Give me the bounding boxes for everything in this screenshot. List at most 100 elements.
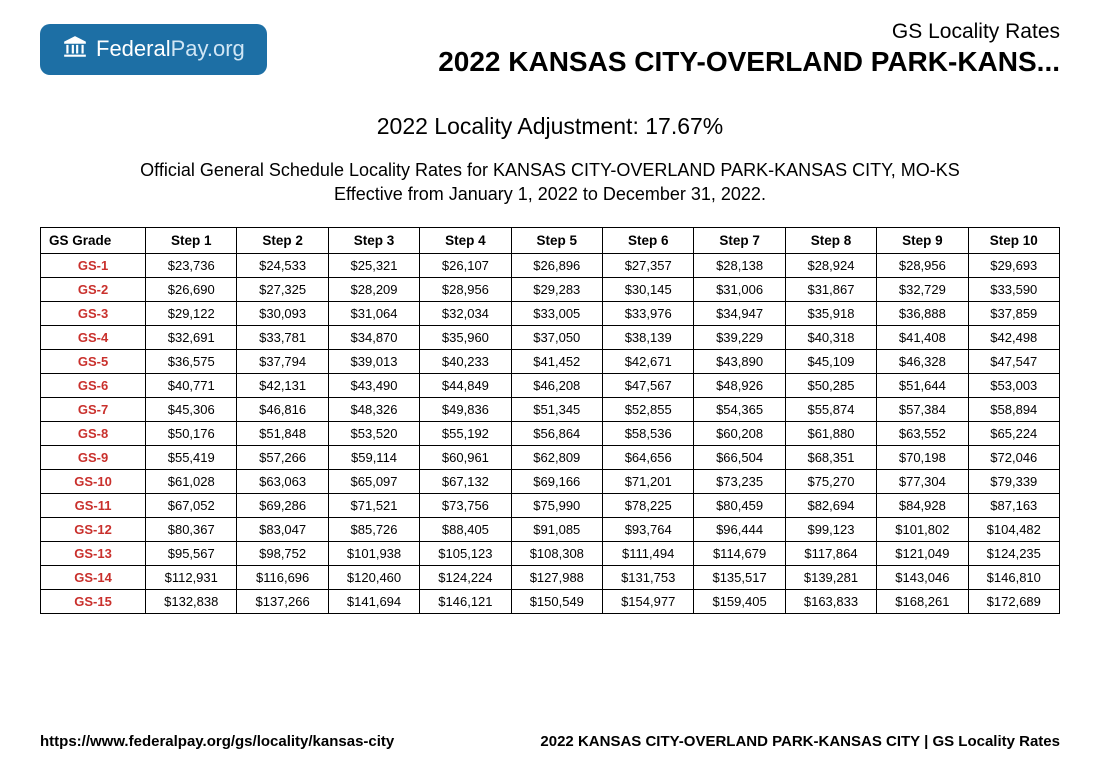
pay-cell: $37,050 xyxy=(511,325,602,349)
pay-cell: $29,122 xyxy=(146,301,237,325)
table-row: GS-7$45,306$46,816$48,326$49,836$51,345$… xyxy=(41,397,1060,421)
pay-cell: $42,498 xyxy=(968,325,1059,349)
pay-cell: $44,849 xyxy=(420,373,511,397)
pay-cell: $69,286 xyxy=(237,493,328,517)
pay-cell: $117,864 xyxy=(785,541,876,565)
pay-cell: $31,064 xyxy=(328,301,419,325)
pay-cell: $108,308 xyxy=(511,541,602,565)
pay-cell: $53,520 xyxy=(328,421,419,445)
pay-cell: $60,961 xyxy=(420,445,511,469)
pay-cell: $137,266 xyxy=(237,589,328,613)
adjustment-heading: 2022 Locality Adjustment: 17.67% xyxy=(40,113,1060,140)
pay-cell: $63,063 xyxy=(237,469,328,493)
table-row: GS-10$61,028$63,063$65,097$67,132$69,166… xyxy=(41,469,1060,493)
pay-cell: $39,229 xyxy=(694,325,785,349)
grade-cell: GS-14 xyxy=(41,565,146,589)
pay-cell: $80,367 xyxy=(146,517,237,541)
table-row: GS-15$132,838$137,266$141,694$146,121$15… xyxy=(41,589,1060,613)
pay-cell: $33,590 xyxy=(968,277,1059,301)
pay-cell: $85,726 xyxy=(328,517,419,541)
pay-cell: $55,192 xyxy=(420,421,511,445)
grade-cell: GS-12 xyxy=(41,517,146,541)
pay-cell: $114,679 xyxy=(694,541,785,565)
pay-cell: $65,224 xyxy=(968,421,1059,445)
pay-cell: $56,864 xyxy=(511,421,602,445)
pay-cell: $91,085 xyxy=(511,517,602,541)
pay-cell: $64,656 xyxy=(603,445,694,469)
logo-text-light: Pay.org xyxy=(171,36,245,61)
pay-cell: $69,166 xyxy=(511,469,602,493)
table-row: GS-12$80,367$83,047$85,726$88,405$91,085… xyxy=(41,517,1060,541)
table-row: GS-5$36,575$37,794$39,013$40,233$41,452$… xyxy=(41,349,1060,373)
grade-cell: GS-11 xyxy=(41,493,146,517)
pay-cell: $30,093 xyxy=(237,301,328,325)
grade-cell: GS-10 xyxy=(41,469,146,493)
pay-cell: $111,494 xyxy=(603,541,694,565)
pay-cell: $35,918 xyxy=(785,301,876,325)
table-row: GS-13$95,567$98,752$101,938$105,123$108,… xyxy=(41,541,1060,565)
grade-cell: GS-13 xyxy=(41,541,146,565)
pay-cell: $30,145 xyxy=(603,277,694,301)
pay-cell: $28,138 xyxy=(694,253,785,277)
logo-badge: FederalPay.org xyxy=(40,24,267,75)
pay-cell: $38,139 xyxy=(603,325,694,349)
pay-cell: $77,304 xyxy=(877,469,968,493)
pay-cell: $67,132 xyxy=(420,469,511,493)
grade-cell: GS-5 xyxy=(41,349,146,373)
pay-cell: $27,357 xyxy=(603,253,694,277)
pay-cell: $47,547 xyxy=(968,349,1059,373)
pay-cell: $51,848 xyxy=(237,421,328,445)
pay-cell: $32,034 xyxy=(420,301,511,325)
pay-cell: $104,482 xyxy=(968,517,1059,541)
pay-cell: $28,956 xyxy=(420,277,511,301)
pay-cell: $37,794 xyxy=(237,349,328,373)
table-row: GS-1$23,736$24,533$25,321$26,107$26,896$… xyxy=(41,253,1060,277)
pay-cell: $48,926 xyxy=(694,373,785,397)
pay-cell: $101,802 xyxy=(877,517,968,541)
grade-cell: GS-8 xyxy=(41,421,146,445)
pay-cell: $58,894 xyxy=(968,397,1059,421)
pay-cell: $52,855 xyxy=(603,397,694,421)
table-row: GS-3$29,122$30,093$31,064$32,034$33,005$… xyxy=(41,301,1060,325)
pay-cell: $143,046 xyxy=(877,565,968,589)
pay-cell: $84,928 xyxy=(877,493,968,517)
pay-cell: $28,956 xyxy=(877,253,968,277)
grade-cell: GS-9 xyxy=(41,445,146,469)
pay-cell: $65,097 xyxy=(328,469,419,493)
table-row: GS-4$32,691$33,781$34,870$35,960$37,050$… xyxy=(41,325,1060,349)
table-row: GS-2$26,690$27,325$28,209$28,956$29,283$… xyxy=(41,277,1060,301)
pay-cell: $54,365 xyxy=(694,397,785,421)
pay-cell: $46,208 xyxy=(511,373,602,397)
pay-cell: $99,123 xyxy=(785,517,876,541)
pay-cell: $33,781 xyxy=(237,325,328,349)
step-header-cell: Step 4 xyxy=(420,227,511,253)
pay-cell: $41,408 xyxy=(877,325,968,349)
pay-cell: $45,109 xyxy=(785,349,876,373)
table-row: GS-11$67,052$69,286$71,521$73,756$75,990… xyxy=(41,493,1060,517)
pay-cell: $58,536 xyxy=(603,421,694,445)
pay-cell: $51,644 xyxy=(877,373,968,397)
grade-cell: GS-15 xyxy=(41,589,146,613)
pay-cell: $168,261 xyxy=(877,589,968,613)
footer-label: 2022 KANSAS CITY-OVERLAND PARK-KANSAS CI… xyxy=(540,733,1060,750)
step-header-cell: Step 9 xyxy=(877,227,968,253)
pay-cell: $124,224 xyxy=(420,565,511,589)
pay-cell: $62,809 xyxy=(511,445,602,469)
pay-cell: $31,006 xyxy=(694,277,785,301)
pay-cell: $141,694 xyxy=(328,589,419,613)
pay-cell: $66,504 xyxy=(694,445,785,469)
pay-cell: $50,176 xyxy=(146,421,237,445)
step-header-cell: Step 1 xyxy=(146,227,237,253)
pay-cell: $73,235 xyxy=(694,469,785,493)
footer-url: https://www.federalpay.org/gs/locality/k… xyxy=(40,733,394,750)
table-row: GS-6$40,771$42,131$43,490$44,849$46,208$… xyxy=(41,373,1060,397)
pay-cell: $28,924 xyxy=(785,253,876,277)
grade-cell: GS-2 xyxy=(41,277,146,301)
table-row: GS-8$50,176$51,848$53,520$55,192$56,864$… xyxy=(41,421,1060,445)
pay-cell: $32,691 xyxy=(146,325,237,349)
pay-cell: $36,575 xyxy=(146,349,237,373)
pay-cell: $96,444 xyxy=(694,517,785,541)
pay-cell: $23,736 xyxy=(146,253,237,277)
step-header-cell: Step 7 xyxy=(694,227,785,253)
pay-cell: $51,345 xyxy=(511,397,602,421)
